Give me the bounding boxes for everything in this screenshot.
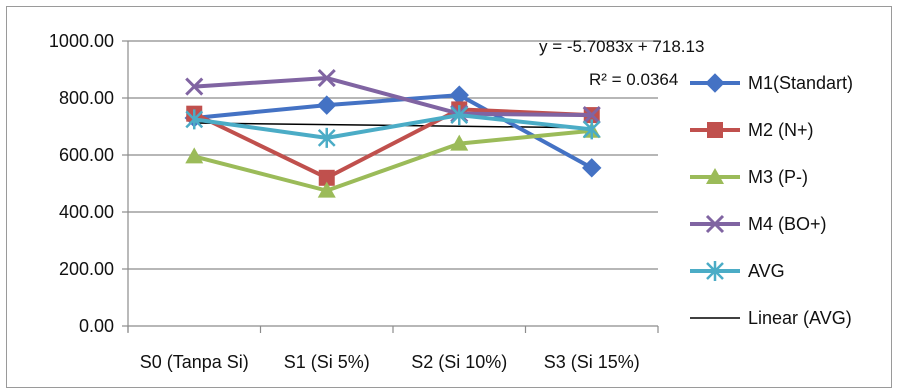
y-tick-label: 400.00 bbox=[59, 202, 114, 222]
y-tick-label: 600.00 bbox=[59, 145, 114, 165]
legend-entry: M4 (BO+) bbox=[690, 214, 827, 234]
series-line bbox=[193, 113, 592, 140]
data-point bbox=[582, 158, 602, 178]
series-line bbox=[194, 76, 592, 118]
data-point bbox=[185, 109, 204, 130]
gridlines bbox=[128, 40, 658, 327]
trendline-equation: y = -5.7083x + 718.13 bbox=[539, 37, 704, 56]
legend-marker bbox=[706, 261, 724, 281]
legend-marker bbox=[707, 122, 723, 138]
series-0 bbox=[184, 85, 602, 178]
x-axis: S0 (Tanpa Si) S1 (Si 5%) S2 (Si 10%) S3 (Si… bbox=[127, 326, 659, 372]
x-tick-label: S3 (Si 15%) bbox=[544, 352, 640, 372]
data-point bbox=[450, 134, 469, 151]
data-point bbox=[317, 181, 336, 198]
data-point bbox=[317, 127, 336, 148]
legend-entry: AVG bbox=[690, 261, 785, 281]
legend-label: M2 (N+) bbox=[748, 120, 814, 140]
legend-label: M4 (BO+) bbox=[748, 214, 827, 234]
data-point bbox=[317, 68, 336, 88]
legend: M1(Standart) M2 (N+) M3 (P-) M4 (BO+) AVG Lin… bbox=[690, 73, 853, 328]
legend-label: Linear (AVG) bbox=[748, 308, 852, 328]
y-tick-label: 1000.00 bbox=[49, 31, 114, 51]
legend-entry: M2 (N+) bbox=[690, 120, 814, 140]
x-tick-label: S1 (Si 5%) bbox=[284, 352, 370, 372]
legend-entry: M1(Standart) bbox=[690, 73, 853, 93]
data-point bbox=[185, 77, 204, 96]
data-point bbox=[582, 119, 601, 140]
legend-entry-trendline: Linear (AVG) bbox=[690, 308, 852, 328]
legend-label: AVG bbox=[748, 261, 785, 281]
legend-marker bbox=[705, 214, 725, 234]
legend-marker bbox=[706, 168, 724, 184]
data-point bbox=[318, 169, 335, 186]
series-line bbox=[194, 93, 593, 170]
legend-label: M1(Standart) bbox=[748, 73, 853, 93]
y-axis: 0.00 200.00 400.00 600.00 800.00 1000.00 bbox=[49, 31, 129, 336]
x-tick-label: S2 (Si 10%) bbox=[411, 352, 507, 372]
data-point bbox=[582, 106, 601, 125]
data-point bbox=[450, 105, 469, 126]
y-tick-label: 0.00 bbox=[79, 316, 114, 336]
trendline-r-squared: R² = 0.0364 bbox=[589, 70, 678, 89]
chart-frame bbox=[6, 6, 892, 388]
series-3 bbox=[185, 68, 601, 125]
legend-label: M3 (P-) bbox=[748, 167, 808, 187]
y-tick-label: 800.00 bbox=[59, 88, 114, 108]
series-line bbox=[193, 107, 592, 180]
series-4 bbox=[185, 105, 601, 148]
x-tick-label: S0 (Tanpa Si) bbox=[140, 352, 249, 372]
y-tick-label: 200.00 bbox=[59, 259, 114, 279]
legend-entry: M3 (P-) bbox=[690, 167, 808, 187]
data-point bbox=[317, 95, 337, 115]
series-2 bbox=[185, 121, 601, 198]
series-line bbox=[193, 128, 592, 193]
data-point bbox=[185, 147, 204, 164]
series-group bbox=[184, 68, 602, 198]
legend-marker bbox=[705, 73, 725, 93]
